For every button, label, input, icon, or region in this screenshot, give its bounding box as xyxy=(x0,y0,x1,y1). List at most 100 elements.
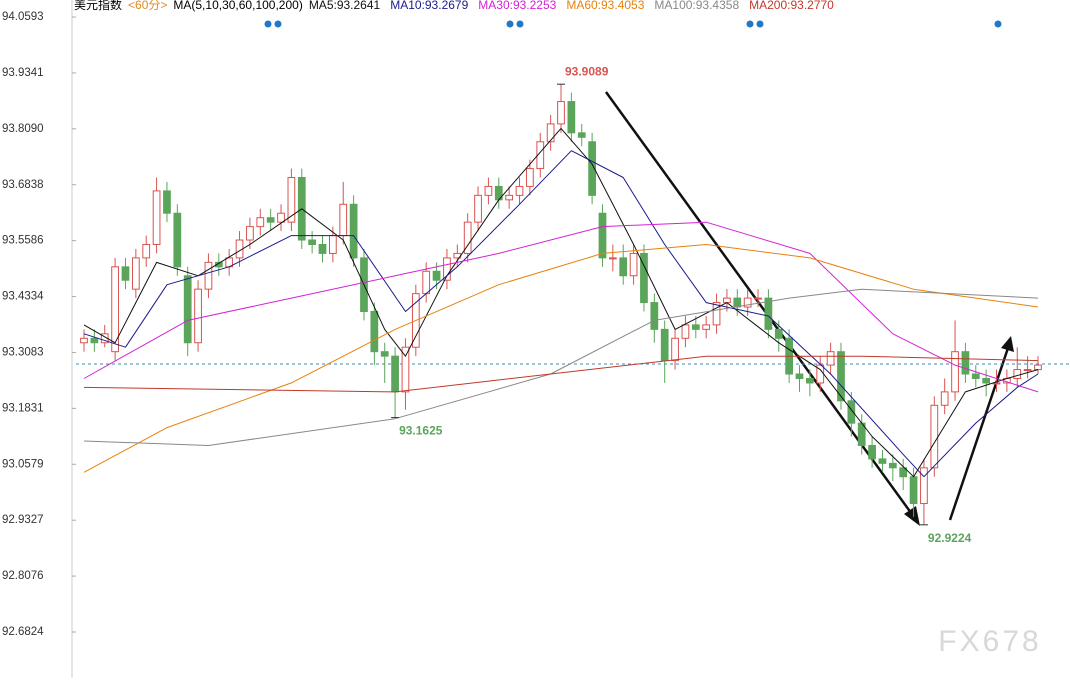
candle-body xyxy=(142,243,151,259)
candle-body xyxy=(795,373,804,379)
candle-body xyxy=(982,377,991,384)
y-tick-label: 93.3083 xyxy=(2,346,44,358)
annotation-label: 93.1625 xyxy=(399,424,443,438)
candle-body xyxy=(930,404,939,469)
candle-body xyxy=(671,337,679,362)
candle-body xyxy=(774,328,783,339)
candle-body xyxy=(432,270,441,281)
candle-body xyxy=(723,297,731,304)
watermark: FX678 xyxy=(938,625,1041,658)
candle-body xyxy=(90,337,99,344)
candle-body xyxy=(536,141,545,170)
candle-body xyxy=(868,444,876,460)
candle-body xyxy=(370,310,379,353)
candle-body xyxy=(702,324,711,330)
candle-body xyxy=(743,297,752,308)
candle-body xyxy=(266,217,275,223)
candle-body xyxy=(111,266,119,353)
annotation-label: 93.9089 xyxy=(565,64,609,78)
candle-body xyxy=(214,261,223,268)
candle-body xyxy=(152,190,161,245)
ma-line xyxy=(83,244,1039,473)
candle-body xyxy=(951,351,959,393)
candle-body xyxy=(380,351,389,357)
candle-body xyxy=(173,212,182,268)
candle-body xyxy=(246,226,254,241)
candle-body xyxy=(484,185,493,196)
candle-body xyxy=(629,252,638,277)
candle-body xyxy=(391,355,399,393)
header-text: MA(5,10,30,60,100,200) xyxy=(173,0,302,12)
legend-entry: MA5:93.2641 xyxy=(309,0,381,12)
event-dots xyxy=(264,20,1002,28)
candle-body xyxy=(567,101,576,134)
candle-body xyxy=(463,221,472,254)
y-tick-label: 93.9341 xyxy=(2,67,44,79)
candle-body xyxy=(349,203,358,259)
annotation-label: 92.9224 xyxy=(928,531,972,545)
ma-line xyxy=(83,221,1039,393)
candle-body xyxy=(1034,364,1042,371)
y-tick-label: 92.6824 xyxy=(2,626,44,638)
y-tick-label: 93.0579 xyxy=(2,458,44,470)
candle-body xyxy=(899,467,908,478)
candle-body xyxy=(526,168,534,187)
candle-body xyxy=(805,377,814,384)
candle-body xyxy=(1013,369,1022,379)
ma-line xyxy=(83,288,1039,446)
candle-body xyxy=(1023,369,1032,372)
candle-body xyxy=(121,266,130,281)
candle-body xyxy=(339,203,348,237)
candle-body xyxy=(754,297,762,300)
candle-body xyxy=(888,462,897,469)
legend-entry: MA200:93.2770 xyxy=(749,0,834,12)
candle-body xyxy=(577,132,586,138)
candle-body xyxy=(847,400,856,424)
candle-body xyxy=(764,297,773,330)
candle-body xyxy=(277,212,285,223)
candle-body xyxy=(608,257,617,260)
candle-body xyxy=(826,351,835,366)
candle-body xyxy=(505,194,514,201)
y-tick-label: 93.6838 xyxy=(2,179,44,191)
header-text: 美元指数 xyxy=(74,0,122,12)
y-tick-label: 93.5586 xyxy=(2,235,44,247)
header-text: <60分> xyxy=(128,0,167,12)
candle-body xyxy=(940,391,949,406)
candle-body xyxy=(691,324,700,330)
candle-body xyxy=(660,328,669,362)
candle-body xyxy=(474,194,482,223)
candle-body xyxy=(598,212,607,259)
candle-body xyxy=(961,351,970,375)
candle-body xyxy=(557,101,565,125)
candle-body xyxy=(650,302,659,330)
ma-line xyxy=(83,127,1039,478)
y-tick-label: 92.8076 xyxy=(2,570,44,582)
legend-entry: MA30:93.2253 xyxy=(478,0,556,12)
legend-entry: MA100:93.4358 xyxy=(654,0,739,12)
candle-body xyxy=(204,261,213,290)
candle-body xyxy=(328,235,337,254)
candle-body xyxy=(619,257,628,277)
candle-body xyxy=(878,458,887,464)
candle-body xyxy=(163,190,171,214)
candle-body xyxy=(131,257,140,290)
candle-body xyxy=(837,351,845,402)
candle-body xyxy=(640,252,648,304)
candle-body xyxy=(80,337,88,344)
legend-entry: MA10:93.2679 xyxy=(390,0,468,12)
candle-body xyxy=(256,217,265,228)
y-tick-label: 93.1831 xyxy=(2,402,44,414)
ma-line xyxy=(83,150,1039,478)
candle-body xyxy=(318,243,327,254)
y-tick-label: 93.8090 xyxy=(2,123,44,135)
candle-body xyxy=(308,239,317,245)
candle-body xyxy=(909,476,918,505)
candle-body xyxy=(681,324,690,339)
trend-arrows xyxy=(604,91,1014,526)
candle-body xyxy=(588,141,596,196)
candle-body xyxy=(194,288,202,344)
y-tick-label: 93.4334 xyxy=(2,291,44,303)
candle-body xyxy=(183,275,192,344)
